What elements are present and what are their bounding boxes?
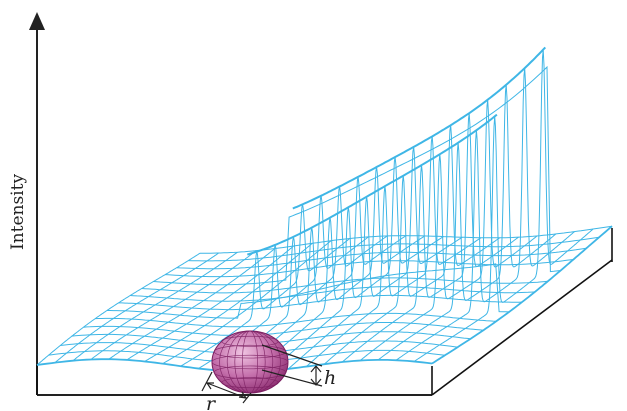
y-axis-label: Intensity — [8, 174, 28, 250]
intensity-mesh — [36, 46, 613, 373]
radius-label: r — [206, 393, 217, 411]
droplet — [211, 330, 289, 394]
height-label: h — [324, 367, 336, 389]
radius-dimension — [201, 371, 252, 404]
height-dimension — [261, 344, 323, 387]
substrate-block — [36, 228, 613, 396]
